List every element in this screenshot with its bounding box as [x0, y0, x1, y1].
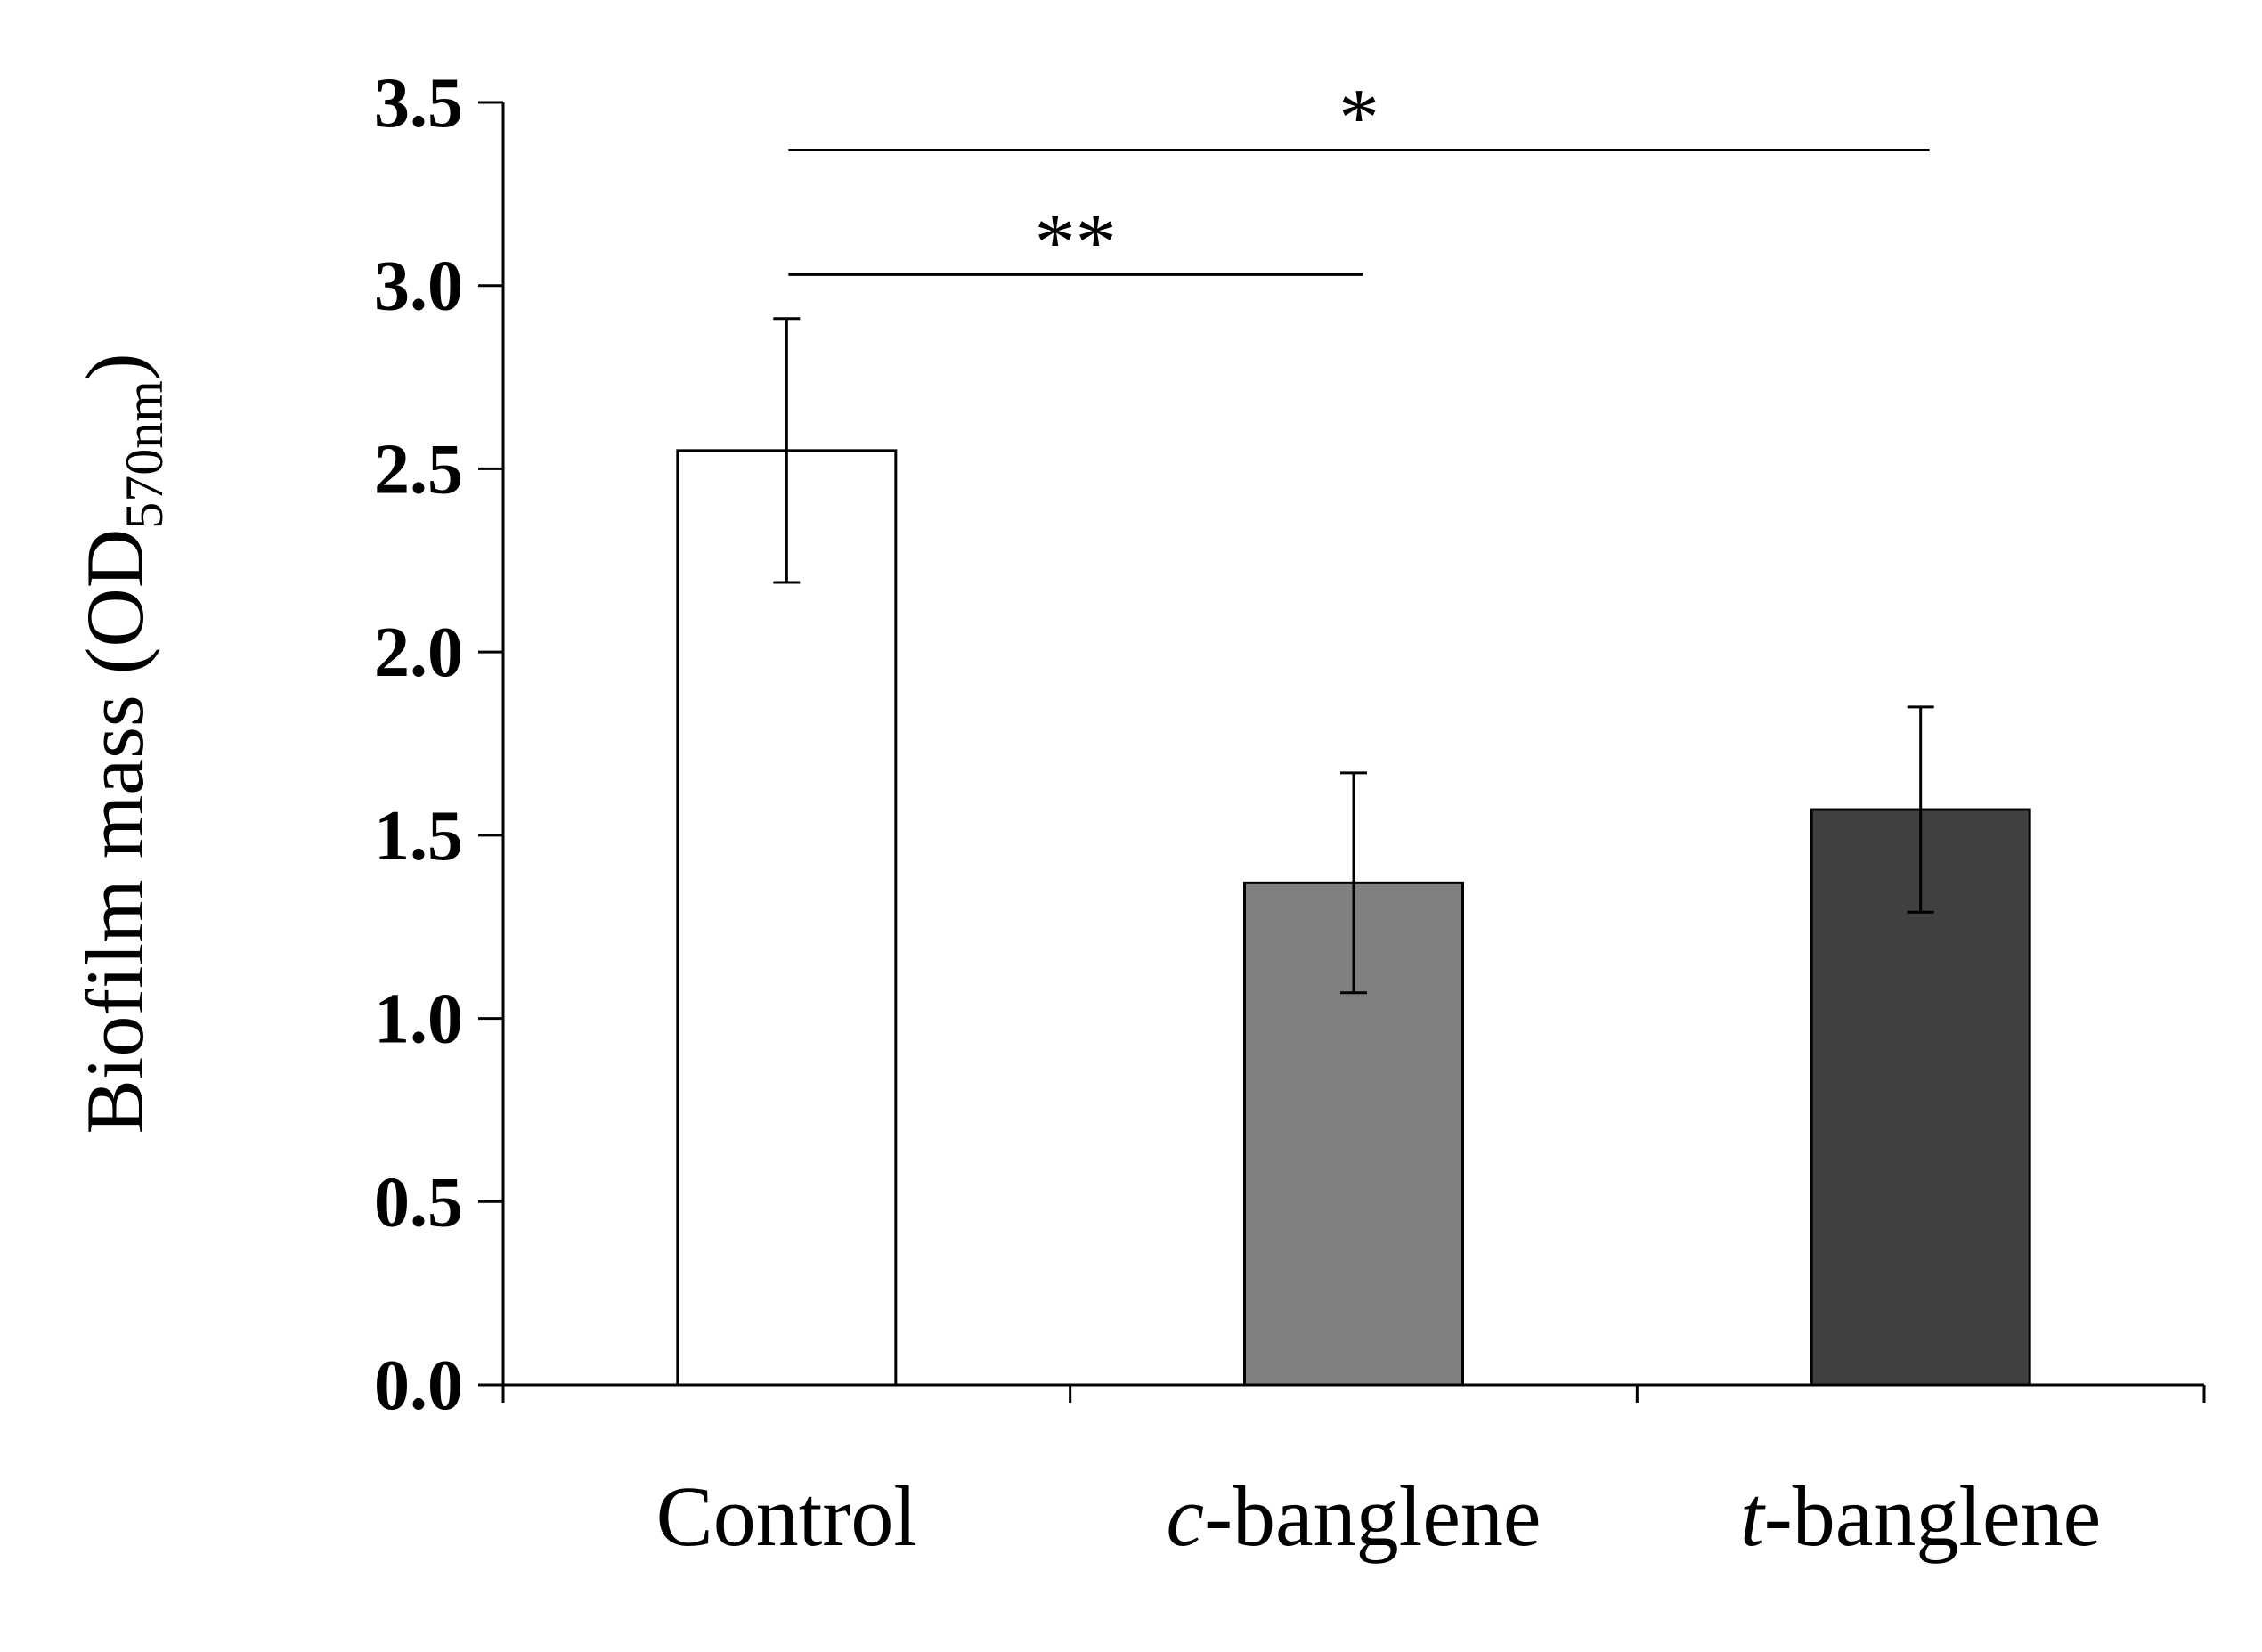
- x-tick-label-italic-prefix: t: [1740, 1469, 1766, 1564]
- x-tick-label-text: -banglene: [1764, 1469, 2101, 1564]
- bars: [676, 449, 2031, 1387]
- y-tick-label: 3.5: [374, 64, 463, 142]
- bar-control: [676, 449, 898, 1387]
- significance-label: *: [1338, 71, 1379, 162]
- x-tick-label: c-banglene: [1166, 1469, 1541, 1564]
- y-tick-label: 3.0: [374, 248, 463, 326]
- error-bar: [1340, 771, 1367, 995]
- significance-brackets: ***: [788, 71, 1930, 287]
- x-tick-label-text: -banglene: [1204, 1469, 1541, 1564]
- y-axis-label-close: ): [69, 353, 160, 380]
- x-tick-label: Control: [656, 1469, 917, 1564]
- y-tick-label: 0.5: [374, 1163, 463, 1241]
- y-tick-label: 1.0: [374, 981, 463, 1059]
- y-tick-label: 2.5: [374, 430, 463, 509]
- axes: 0.0 0.5 1.0 1.5 2.0 2.5 3.0 3.5: [374, 64, 2206, 1425]
- significance-label: **: [1035, 196, 1117, 287]
- y-tick-label: 2.0: [374, 614, 463, 692]
- x-tick-label: t-banglene: [1740, 1469, 2101, 1564]
- y-axis-label-main: Biofilm mass (OD: [69, 529, 160, 1135]
- error-bar: [773, 317, 801, 584]
- y-tick-label: 0.0: [374, 1347, 463, 1425]
- y-tick-label: 1.5: [374, 797, 463, 875]
- y-axis-label: Biofilm mass (OD570nm): [69, 353, 174, 1134]
- y-axis-label-subscript: 570nm: [115, 380, 174, 529]
- x-tick-label-text: Control: [656, 1469, 917, 1564]
- error-bars: [773, 317, 1934, 995]
- error-bar: [1907, 705, 1934, 914]
- x-tick-label-italic-prefix: c: [1166, 1469, 1204, 1564]
